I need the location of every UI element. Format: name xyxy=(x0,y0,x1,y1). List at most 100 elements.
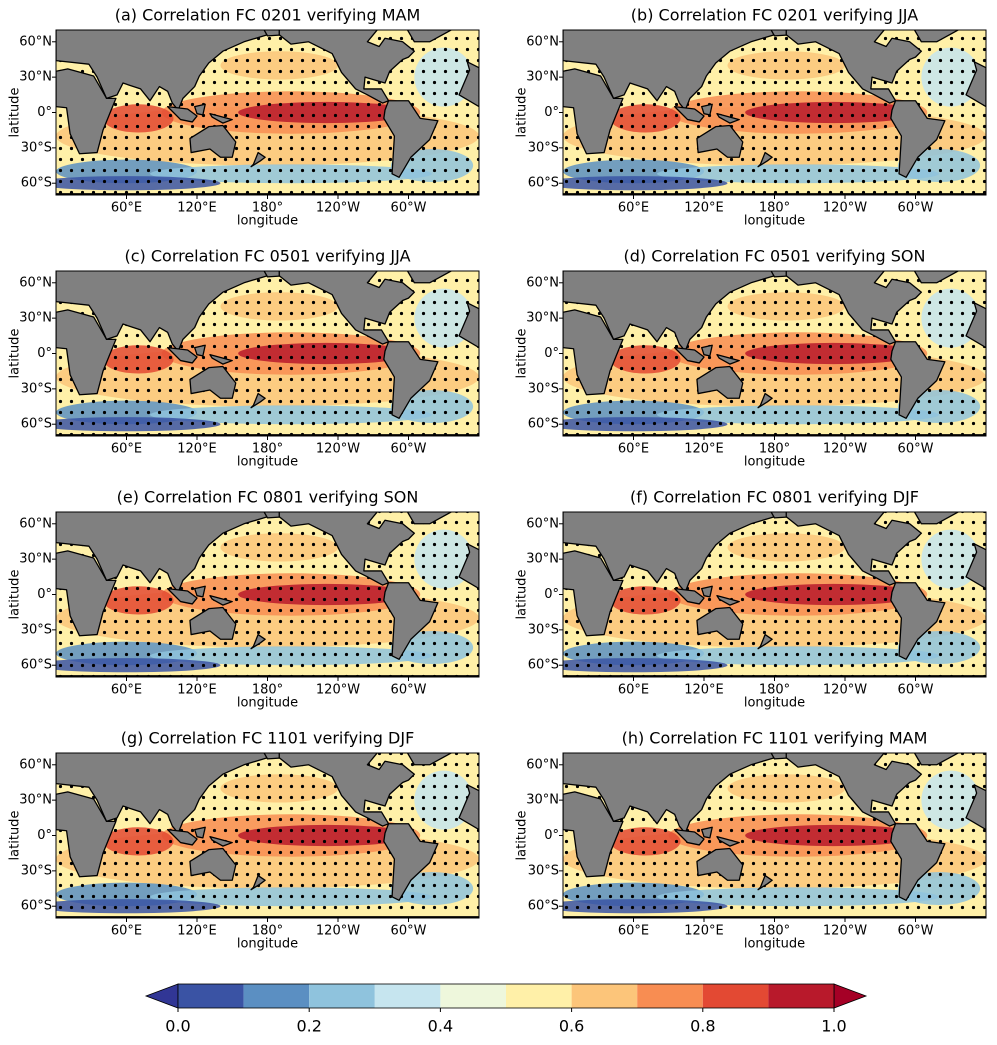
y-tick-label: 60°S xyxy=(21,176,52,191)
land xyxy=(458,784,479,831)
x-axis-label: longitude xyxy=(744,455,805,470)
land xyxy=(785,271,923,345)
land xyxy=(913,512,960,525)
map-area xyxy=(563,271,986,436)
x-axis-label: longitude xyxy=(744,937,805,952)
x-tick-label: 60°E xyxy=(111,201,142,216)
y-tick-label: 30°S xyxy=(528,622,559,637)
land xyxy=(250,633,266,650)
land xyxy=(890,582,946,660)
x-tick-label: 120°E xyxy=(684,442,724,457)
y-tick-label: 0° xyxy=(37,105,52,120)
land xyxy=(890,100,946,178)
colorbar-tick-label: 0.4 xyxy=(428,1017,453,1036)
y-axis-label: latitude xyxy=(8,570,23,620)
land xyxy=(209,836,233,847)
land xyxy=(757,151,773,168)
land xyxy=(696,847,744,881)
y-tick-label: 60°S xyxy=(528,899,559,914)
colorbar-tick-label: 0.0 xyxy=(165,1017,190,1036)
y-tick-label: 30°N xyxy=(19,70,52,85)
y-tick-label: 30°N xyxy=(526,793,559,808)
land xyxy=(56,512,270,593)
y-tick-label: 30°S xyxy=(528,140,559,155)
map-panel: (a) Correlation FC 0201 verifying MAM 60°… xyxy=(8,6,480,229)
x-tick-label: 60°W xyxy=(391,924,427,939)
y-axis-label: latitude xyxy=(515,88,530,138)
land xyxy=(383,823,439,901)
map-area xyxy=(56,512,479,677)
y-axis-label: latitude xyxy=(8,811,23,861)
colorbar-segment xyxy=(178,984,244,1008)
map-panel: (h) Correlation FC 1101 verifying MAM 60°… xyxy=(515,729,987,952)
y-tick-label: 60°N xyxy=(526,34,559,49)
x-tick-label: 120°W xyxy=(823,201,867,216)
x-tick-label: 180° xyxy=(759,924,790,939)
x-tick-label: 180° xyxy=(759,201,790,216)
land xyxy=(383,100,439,178)
y-tick-label: 30°S xyxy=(21,622,52,637)
x-tick-label: 60°W xyxy=(898,924,934,939)
land xyxy=(563,30,777,111)
y-axis-label: latitude xyxy=(515,811,530,861)
colorbar-frame xyxy=(177,983,835,1009)
x-axis-label: longitude xyxy=(237,455,298,470)
land xyxy=(193,103,206,116)
y-tick-label: 60°N xyxy=(526,275,559,290)
land xyxy=(673,346,705,364)
land xyxy=(701,344,713,357)
land xyxy=(696,365,744,399)
y-tick-label: 0° xyxy=(544,105,559,120)
land xyxy=(696,606,744,640)
land xyxy=(701,826,713,839)
land xyxy=(673,828,705,846)
land xyxy=(166,587,198,605)
x-tick-label: 120°E xyxy=(684,683,724,698)
land xyxy=(913,30,960,43)
land xyxy=(278,30,416,104)
panel-title: (f) Correlation FC 0801 verifying DJF xyxy=(630,488,919,507)
x-tick-label: 120°E xyxy=(177,201,217,216)
panel-title: (e) Correlation FC 0801 verifying SON xyxy=(117,488,419,507)
x-tick-label: 120°W xyxy=(316,924,360,939)
land xyxy=(406,271,453,284)
land xyxy=(209,113,233,124)
x-axis-label: longitude xyxy=(237,696,298,711)
land xyxy=(458,302,479,349)
y-tick-label: 30°N xyxy=(526,552,559,567)
land xyxy=(563,753,777,834)
y-axis-label: latitude xyxy=(8,329,23,379)
land xyxy=(56,550,117,637)
land xyxy=(716,595,740,606)
y-tick-label: 60°N xyxy=(19,275,52,290)
colorbar-segment xyxy=(637,984,703,1008)
x-tick-label: 60°E xyxy=(111,683,142,698)
land xyxy=(189,365,237,399)
y-tick-label: 60°S xyxy=(21,899,52,914)
map-area xyxy=(56,30,479,195)
y-tick-label: 60°S xyxy=(528,417,559,432)
colorbar: 0.0 0.2 0.4 0.6 0.8 1.0 xyxy=(144,983,868,1036)
land xyxy=(250,392,266,409)
x-tick-label: 60°E xyxy=(618,683,649,698)
land xyxy=(563,550,624,637)
land xyxy=(785,753,923,827)
map-area xyxy=(563,512,986,677)
colorbar-tick-label: 1.0 xyxy=(821,1017,846,1036)
land xyxy=(673,587,705,605)
map-panel: (e) Correlation FC 0801 verifying SON 60°… xyxy=(8,488,480,711)
x-tick-label: 60°W xyxy=(391,442,427,457)
y-tick-label: 60°S xyxy=(528,658,559,673)
x-tick-label: 60°W xyxy=(898,442,934,457)
land xyxy=(383,341,439,419)
land xyxy=(563,309,624,396)
land xyxy=(56,309,117,396)
y-tick-label: 30°N xyxy=(526,311,559,326)
land xyxy=(193,344,206,357)
land xyxy=(785,512,923,586)
land xyxy=(757,874,773,891)
x-axis-label: longitude xyxy=(237,214,298,229)
map-area xyxy=(563,753,986,918)
y-tick-label: 30°S xyxy=(21,140,52,155)
